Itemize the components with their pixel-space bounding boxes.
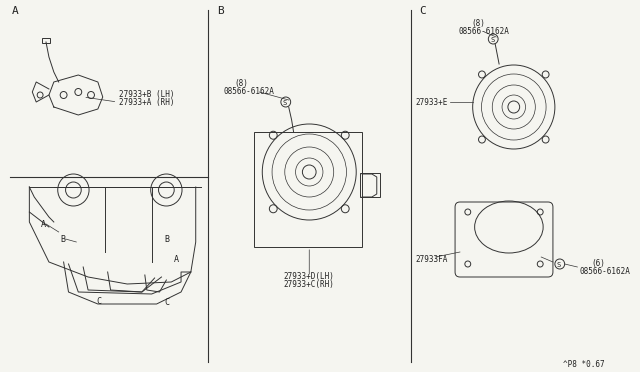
Bar: [360, 173, 380, 197]
Text: (6): (6): [591, 259, 605, 268]
Text: 27933+B (LH): 27933+B (LH): [120, 90, 175, 99]
Text: C: C: [164, 298, 170, 307]
Text: 27933+D(LH): 27933+D(LH): [284, 272, 335, 281]
Text: C: C: [96, 297, 101, 306]
Bar: [42, 38, 50, 43]
Text: A: A: [12, 6, 19, 16]
Text: A: A: [174, 255, 179, 264]
Text: 08566-6162A: 08566-6162A: [579, 267, 630, 276]
Text: ^P8 *0.67: ^P8 *0.67: [563, 360, 604, 369]
Text: C: C: [419, 6, 426, 16]
Text: A: A: [41, 220, 46, 229]
Text: 27933+A (RH): 27933+A (RH): [120, 98, 175, 107]
Text: S: S: [557, 262, 561, 268]
Text: B: B: [164, 235, 170, 244]
Text: 08566-6162A: 08566-6162A: [458, 27, 509, 36]
Text: (8): (8): [235, 79, 249, 88]
Text: S: S: [283, 100, 287, 106]
Text: 27933+C(RH): 27933+C(RH): [284, 280, 335, 289]
Text: B: B: [61, 235, 66, 244]
Text: 27933+E: 27933+E: [416, 98, 448, 107]
Text: (8): (8): [472, 19, 486, 28]
Text: 27933FA: 27933FA: [416, 255, 448, 264]
Text: 08566-6162A: 08566-6162A: [223, 87, 274, 96]
Bar: [255, 132, 362, 247]
Text: S: S: [490, 37, 495, 43]
Text: B: B: [217, 6, 224, 16]
